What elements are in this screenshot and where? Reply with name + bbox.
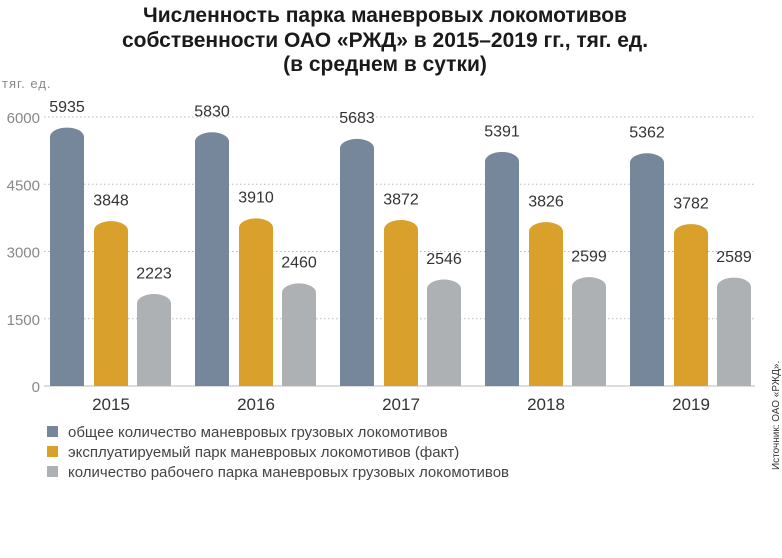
chart-title-line-3: (в среднем в сутки) xyxy=(283,53,487,76)
value-label: 2460 xyxy=(281,255,317,272)
bar-2017-series-2 xyxy=(384,220,418,386)
bar-2018-series-3 xyxy=(572,277,606,386)
legend-swatch xyxy=(47,466,58,477)
bar-2016-series-2 xyxy=(239,218,273,386)
x-tick-label: 2019 xyxy=(672,395,710,414)
bar-2015-series-1 xyxy=(50,127,84,386)
bar-2017-series-3 xyxy=(427,279,461,386)
value-label: 3872 xyxy=(383,191,419,208)
bar-2015-series-3 xyxy=(137,293,171,386)
y-tick-label: 3000 xyxy=(7,245,40,262)
x-tick-label: 2018 xyxy=(527,395,565,414)
value-label: 3848 xyxy=(93,192,129,209)
y-tick-label: 1500 xyxy=(7,312,40,329)
value-label: 5683 xyxy=(339,110,375,127)
x-tick-label: 2015 xyxy=(92,395,130,414)
value-label: 2589 xyxy=(716,249,752,266)
value-label: 3826 xyxy=(528,193,564,210)
legend-swatch xyxy=(47,446,58,457)
source-note: Источник: ОАО «РЖД». xyxy=(771,361,782,470)
value-label: 5830 xyxy=(194,104,230,121)
value-label: 5391 xyxy=(484,123,520,140)
y-axis-unit: тяг. ед. xyxy=(2,76,52,91)
value-label: 2546 xyxy=(426,251,462,268)
legend-swatch xyxy=(47,426,58,437)
value-label: 5362 xyxy=(629,125,665,142)
bar-2019-series-1 xyxy=(630,153,664,386)
bar-2017-series-1 xyxy=(340,138,374,386)
bar-2016-series-3 xyxy=(282,283,316,386)
legend-label: общее количество маневровых грузовых лок… xyxy=(68,424,448,441)
x-tick-label: 2017 xyxy=(382,395,420,414)
value-label: 3910 xyxy=(238,190,274,207)
legend-label: количество рабочего парка маневровых гру… xyxy=(68,464,509,481)
value-label: 5935 xyxy=(49,99,85,116)
bar-2018-series-2 xyxy=(529,222,563,386)
chart-title-line-1: Численность парка маневровых локомотивов xyxy=(143,4,627,27)
legend-label: эксплуатируемый парк маневровых локомоти… xyxy=(68,444,459,461)
bar-2018-series-1 xyxy=(485,151,519,386)
bar-2015-series-2 xyxy=(94,221,128,386)
bar-2016-series-1 xyxy=(195,132,229,386)
x-tick-label: 2016 xyxy=(237,395,275,414)
bar-2019-series-2 xyxy=(674,224,708,386)
value-label: 3782 xyxy=(673,195,709,212)
chart-title-line-2: собственности ОАО «РЖД» в 2015–2019 гг.,… xyxy=(122,29,648,52)
y-tick-label: 4500 xyxy=(7,177,40,194)
value-label: 2599 xyxy=(571,248,607,265)
y-tick-label: 6000 xyxy=(7,110,40,127)
y-tick-label: 0 xyxy=(32,379,40,396)
value-label: 2223 xyxy=(136,265,172,282)
bar-2019-series-3 xyxy=(717,277,751,386)
